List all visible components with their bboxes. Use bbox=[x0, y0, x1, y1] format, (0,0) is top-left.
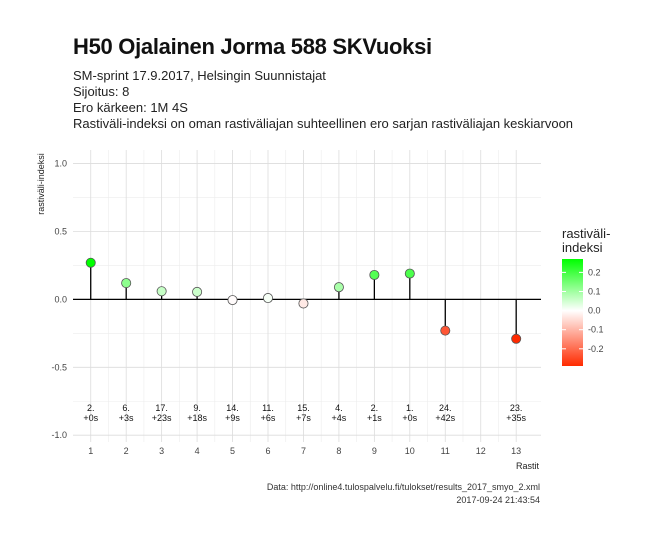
rank-label-5: 14. bbox=[226, 403, 239, 413]
x-tick-label: 2 bbox=[124, 446, 129, 456]
y-tick-label: 1.0 bbox=[54, 159, 67, 169]
y-tick-label: -1.0 bbox=[51, 430, 67, 440]
point-11 bbox=[440, 325, 451, 336]
rank-label-3: 17. bbox=[155, 403, 168, 413]
point-8 bbox=[333, 282, 344, 293]
y-axis-title: rastiväli-indeksi bbox=[36, 153, 46, 215]
diff-label-6: +6s bbox=[261, 413, 276, 423]
diff-label-1: +0s bbox=[83, 413, 98, 423]
legend-colorbar bbox=[562, 259, 583, 366]
point-10 bbox=[404, 268, 415, 279]
legend-tick-label: 0.1 bbox=[588, 286, 601, 296]
legend-tick-label: 0.0 bbox=[588, 306, 601, 316]
subtitle-event: SM-sprint 17.9.2017, Helsingin Suunnista… bbox=[73, 68, 326, 83]
x-tick-label: 8 bbox=[336, 446, 341, 456]
rank-label-6: 11. bbox=[262, 403, 274, 413]
diff-label-7: +7s bbox=[296, 413, 311, 423]
diff-label-2: +3s bbox=[119, 413, 134, 423]
point-3 bbox=[156, 286, 167, 297]
diff-label-5: +9s bbox=[225, 413, 240, 423]
rank-label-1: 2. bbox=[87, 403, 95, 413]
caption-source: Data: http://online4.tulospalvelu.fi/tul… bbox=[266, 482, 540, 492]
diff-label-3: +23s bbox=[152, 413, 172, 423]
subtitle-rank: Sijoitus: 8 bbox=[73, 84, 130, 99]
y-tick-label: 0.0 bbox=[54, 294, 67, 304]
rank-label-2: 6. bbox=[122, 403, 130, 413]
x-tick-label: 6 bbox=[265, 446, 270, 456]
point-5 bbox=[227, 295, 238, 306]
legend-tick-label: -0.2 bbox=[588, 344, 604, 354]
rank-label-9: 2. bbox=[371, 403, 379, 413]
x-tick-label: 10 bbox=[405, 446, 415, 456]
caption-timestamp: 2017-09-24 21:43:54 bbox=[456, 495, 540, 505]
x-tick-label: 9 bbox=[372, 446, 377, 456]
rank-label-4: 9. bbox=[193, 403, 201, 413]
diff-label-8: +4s bbox=[332, 413, 347, 423]
rank-label-13: 23. bbox=[510, 403, 523, 413]
rank-label-8: 4. bbox=[335, 403, 343, 413]
diff-label-11: +42s bbox=[435, 413, 455, 423]
x-tick-label: 11 bbox=[441, 446, 450, 456]
diff-label-9: +1s bbox=[367, 413, 382, 423]
legend-title-line: rastiväli- bbox=[562, 226, 610, 241]
point-7 bbox=[298, 298, 309, 309]
plot-panel bbox=[73, 150, 541, 442]
point-9 bbox=[369, 269, 380, 280]
subtitle-diff: Ero kärkeen: 1M 4S bbox=[73, 100, 188, 115]
x-tick-label: 13 bbox=[511, 446, 521, 456]
point-4 bbox=[192, 286, 203, 297]
point-2 bbox=[121, 278, 132, 289]
point-6 bbox=[262, 293, 273, 304]
x-tick-label: 3 bbox=[159, 446, 164, 456]
x-tick-label: 5 bbox=[230, 446, 235, 456]
x-tick-label: 7 bbox=[301, 446, 306, 456]
legend-tick-label: 0.2 bbox=[588, 267, 601, 277]
x-tick-label: 4 bbox=[195, 446, 200, 456]
diff-label-10: +0s bbox=[402, 413, 417, 423]
y-tick-label: -0.5 bbox=[51, 362, 67, 372]
point-1 bbox=[85, 257, 96, 268]
rank-label-10: 1. bbox=[406, 403, 414, 413]
legend-title-line: indeksi bbox=[562, 240, 603, 255]
x-tick-label: 12 bbox=[476, 446, 486, 456]
point-13 bbox=[511, 333, 522, 344]
chart-title: H50 Ojalainen Jorma 588 SKVuoksi bbox=[73, 34, 432, 59]
rank-label-11: 24. bbox=[439, 403, 452, 413]
rank-label-7: 15. bbox=[297, 403, 310, 413]
y-tick-label: 0.5 bbox=[54, 226, 67, 236]
diff-label-13: +35s bbox=[506, 413, 526, 423]
x-tick-label: 1 bbox=[88, 446, 93, 456]
diff-label-4: +18s bbox=[187, 413, 207, 423]
x-axis-title: Rastit bbox=[516, 461, 540, 471]
subtitle-description: Rastiväli-indeksi on oman rastiväliajan … bbox=[73, 116, 574, 131]
legend-tick-label: -0.1 bbox=[588, 325, 604, 335]
